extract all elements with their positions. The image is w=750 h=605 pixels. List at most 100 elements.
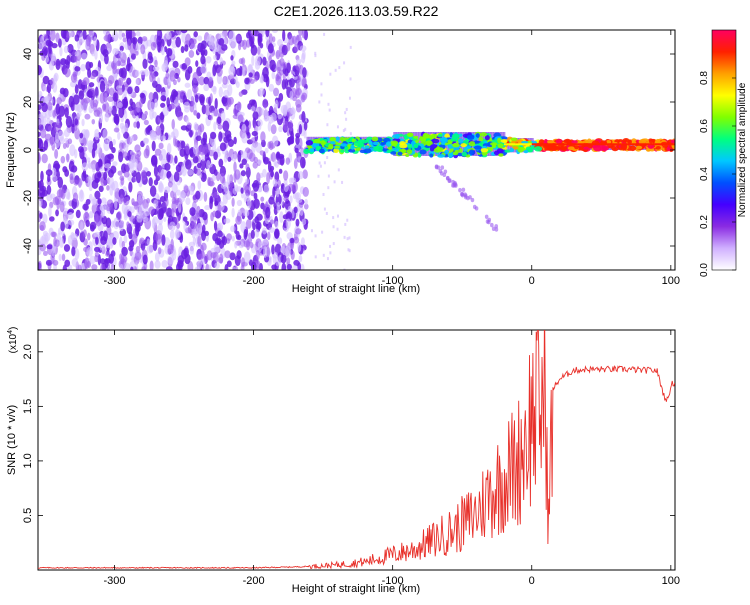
heatmap-cell: [648, 143, 651, 146]
heatmap-cell: [350, 144, 355, 150]
heatmap-cell: [87, 160, 91, 169]
heatmap-cell: [654, 143, 656, 146]
snr-x-axis-label: Height of straight line (km): [292, 583, 420, 595]
heatmap-cell: [474, 206, 479, 211]
heatmap-cell: [348, 249, 351, 253]
snr-x-tick-label: 0: [529, 575, 535, 587]
heatmap-cell: [274, 229, 280, 239]
heatmap-cell: [598, 143, 601, 146]
heatmap-cell: [245, 39, 251, 48]
heatmap-cell: [71, 165, 78, 173]
heatmap-cell: [60, 58, 67, 66]
snr-multiplier-close: ): [8, 327, 19, 330]
heatmap-cell: [464, 195, 468, 200]
snr-y-tick-label: 2.0: [22, 344, 34, 359]
heatmap-cell: [193, 31, 198, 38]
heatmap-cell: [173, 171, 180, 183]
heatmap-cell: [297, 171, 304, 180]
heatmap-cell: [293, 158, 298, 169]
heatmap-cell: [76, 111, 82, 117]
heatmap-cell: [155, 125, 162, 136]
heatmap-cell: [407, 143, 413, 150]
heatmap-cell: [39, 50, 45, 57]
heatmap-cell: [376, 145, 384, 152]
snr-y-tick-label: 1.5: [22, 399, 34, 414]
heatmap-cell: [43, 34, 49, 40]
heatmap-cell: [278, 92, 284, 102]
heatmap-cell: [548, 143, 551, 146]
heatmap-cell: [112, 62, 117, 75]
heatmap-cell: [302, 169, 308, 180]
heatmap-cell: [251, 142, 256, 154]
heatmap-cell: [584, 143, 587, 146]
heatmap-cell: [68, 30, 73, 38]
heatmap-cell: [112, 237, 117, 245]
heatmap-cell: [573, 143, 576, 146]
heatmap-cell: [242, 66, 246, 77]
heatmap-cell: [222, 120, 230, 132]
heatmap-cell: [194, 94, 199, 103]
heatmap-cell: [94, 128, 100, 138]
heatmap-cell: [44, 96, 51, 102]
heatmap-cell: [119, 49, 124, 58]
heatmap-cell: [327, 102, 330, 106]
heatmap-cell: [437, 133, 443, 138]
heatmap-cell: [211, 141, 217, 153]
heatmap-cell: [261, 239, 269, 246]
heatmap-cell: [38, 64, 42, 76]
heatmap-cell: [200, 242, 207, 251]
heatmap-cell: [203, 83, 210, 92]
heatmap-cell: [74, 248, 80, 261]
heatmap-cell: [336, 214, 339, 218]
heatmap-cell: [611, 143, 613, 146]
heatmap-cell: [161, 234, 166, 246]
heatmap-cell: [637, 143, 640, 146]
heatmap-cell: [431, 138, 440, 144]
heatmap-cell: [53, 74, 58, 85]
heatmap-cell: [82, 229, 87, 238]
heatmap-cell: [93, 231, 101, 238]
figure-title: C2E1.2026.113.03.59.R22: [274, 3, 439, 19]
heatmap-cell: [535, 143, 538, 146]
heatmap-cell: [537, 143, 539, 146]
heatmap-cell: [202, 131, 208, 144]
heatmap-cell: [175, 228, 180, 240]
heatmap-cell: [285, 245, 292, 258]
heatmap-cell: [38, 139, 44, 150]
heatmap-cell: [41, 153, 48, 164]
heatmap-cell: [605, 139, 612, 145]
heatmap-cell: [85, 219, 90, 228]
heatmap-cell: [204, 104, 211, 116]
heatmap-cell: [198, 94, 205, 104]
heatmap-cell: [129, 43, 136, 55]
heatmap-cell: [113, 73, 118, 82]
heatmap-cell: [640, 143, 642, 146]
heatmap-cell: [38, 260, 42, 270]
heatmap-cell: [106, 199, 114, 208]
heatmap-cell: [342, 129, 345, 133]
heatmap-cell: [559, 143, 562, 146]
heatmap-cell: [629, 143, 631, 146]
heatmap-cell: [268, 140, 274, 151]
heatmap-cell: [200, 65, 208, 74]
snr-multiplier-base: (x10: [8, 333, 19, 353]
heatmap-cell: [295, 198, 303, 204]
heatmap-cell: [38, 41, 44, 50]
heatmap-cell: [96, 172, 102, 178]
heatmap-cell: [49, 30, 56, 42]
heatmap-cell: [114, 197, 118, 210]
heatmap-cell: [235, 34, 242, 42]
heatmap-cell: [197, 259, 202, 270]
heatmap-cell: [290, 250, 295, 261]
heatmap-cell: [255, 249, 260, 261]
heatmap-cell: [146, 171, 152, 177]
heatmap-cell: [83, 211, 90, 223]
heatmap-cell: [286, 42, 291, 52]
heatmap-cell: [263, 109, 269, 118]
heatmap-cell: [268, 114, 274, 124]
heatmap-cell: [295, 58, 302, 65]
heatmap-cell: [500, 139, 508, 144]
heatmap-cell: [40, 170, 44, 182]
heatmap-cell: [110, 263, 115, 270]
